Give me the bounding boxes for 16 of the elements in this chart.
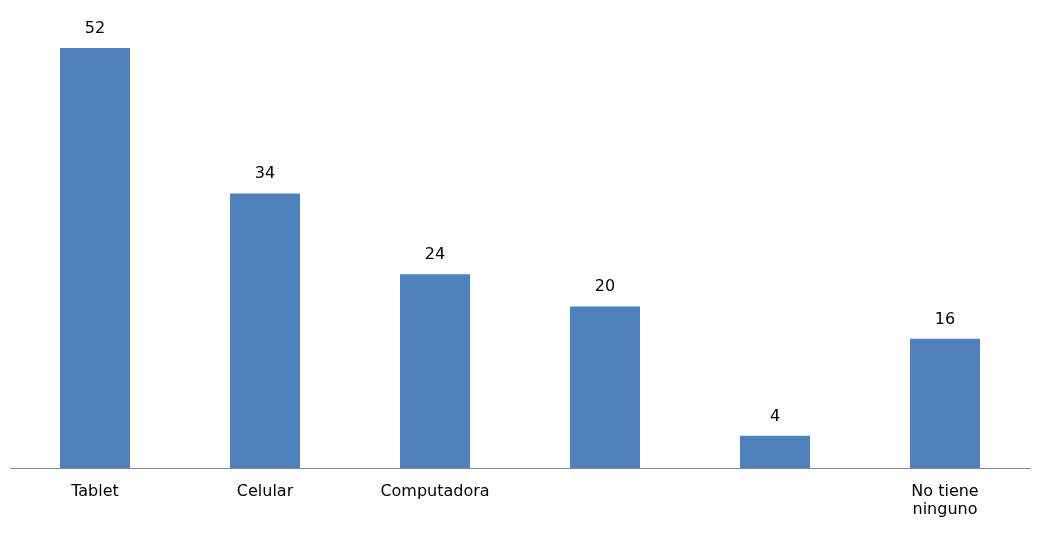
bar: [570, 306, 640, 468]
data-label: 16: [934, 308, 956, 328]
data-label: 52: [84, 18, 106, 37]
data-label: 24: [424, 244, 446, 264]
data-label: 34: [254, 163, 276, 183]
bar: [400, 274, 470, 468]
data-label: 4: [769, 405, 781, 425]
bar: [910, 338, 980, 468]
data-label: 20: [594, 276, 616, 296]
bar: [230, 193, 300, 468]
bar: [60, 48, 130, 468]
bar: [740, 435, 810, 468]
x-tick-label: No tiene ninguno: [911, 480, 979, 518]
x-tick-label: Celular: [236, 480, 294, 500]
x-tick-label: Computadora: [380, 480, 490, 500]
x-tick-label: Tablet: [70, 480, 119, 500]
